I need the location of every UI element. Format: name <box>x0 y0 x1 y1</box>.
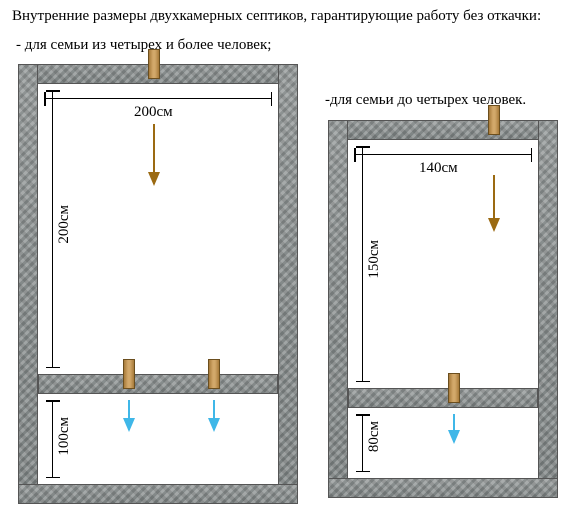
page-title: Внутренние размеры двухкамерных септиков… <box>12 8 541 25</box>
wall-divider <box>348 388 538 408</box>
wall-bottom <box>328 478 558 498</box>
arrow-inflow <box>153 124 155 184</box>
pipe-vent-left <box>123 359 135 389</box>
wall-top <box>328 120 558 140</box>
arrow-inflow <box>493 175 495 230</box>
dim-lower-label: 100см <box>56 417 73 456</box>
wall-right <box>538 120 558 498</box>
dim-width-label: 140см <box>419 160 458 177</box>
left-caption: - для семьи из четырех и более человек; <box>16 37 271 54</box>
wall-bottom <box>18 484 298 504</box>
septic-diagram-small: 140см 150см 80см <box>328 120 558 498</box>
dim-width-label: 200см <box>134 104 173 121</box>
wall-right <box>278 64 298 504</box>
arrow-down-1 <box>128 400 130 430</box>
dim-upper-label: 200см <box>56 205 73 244</box>
pipe-inlet <box>488 105 500 135</box>
arrow-down-2 <box>213 400 215 430</box>
wall-left <box>328 120 348 498</box>
wall-divider <box>38 374 278 394</box>
pipe-inlet <box>148 49 160 79</box>
arrow-down <box>453 414 455 442</box>
septic-diagram-large: 200см 200см 100см <box>18 64 298 504</box>
pipe-vent-right <box>208 359 220 389</box>
dim-upper-label: 150см <box>366 240 383 279</box>
pipe-vent <box>448 373 460 403</box>
dim-lower-label: 80см <box>366 421 383 452</box>
wall-left <box>18 64 38 504</box>
